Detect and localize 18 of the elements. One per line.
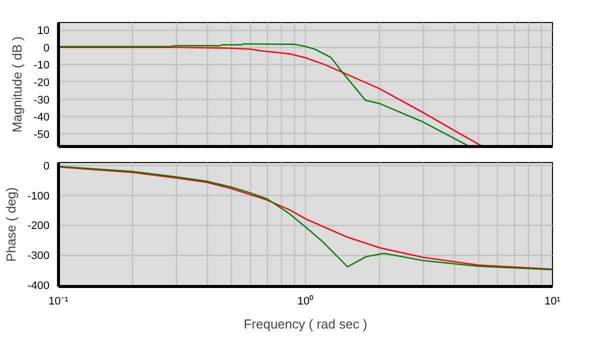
y-axis-title: Phase ( deg)	[3, 187, 18, 262]
y-tick-label: -10	[34, 60, 50, 72]
x-tick-label: 10⁻¹	[48, 296, 69, 308]
y-tick-label: 0	[43, 160, 50, 172]
y-tick-label: 10	[37, 25, 50, 38]
y-tick-label: -400	[27, 280, 50, 292]
y-axis-title: Magnitude ( dB )	[10, 36, 25, 133]
y-tick-label: -20	[34, 76, 50, 89]
x-axis-title: Frequency ( rad sec )	[244, 316, 368, 332]
y-tick-label: -300	[27, 250, 50, 262]
x-tick-label: 10¹	[544, 296, 561, 308]
y-tick-label: -200	[27, 220, 50, 232]
y-tick-label: -40	[34, 112, 50, 124]
y-tick-label: -50	[34, 128, 50, 141]
x-tick-label: 10⁰	[297, 294, 314, 308]
y-tick-label: -30	[34, 94, 50, 106]
y-tick-label: -100	[27, 190, 50, 202]
y-tick-label: 0	[43, 42, 50, 54]
